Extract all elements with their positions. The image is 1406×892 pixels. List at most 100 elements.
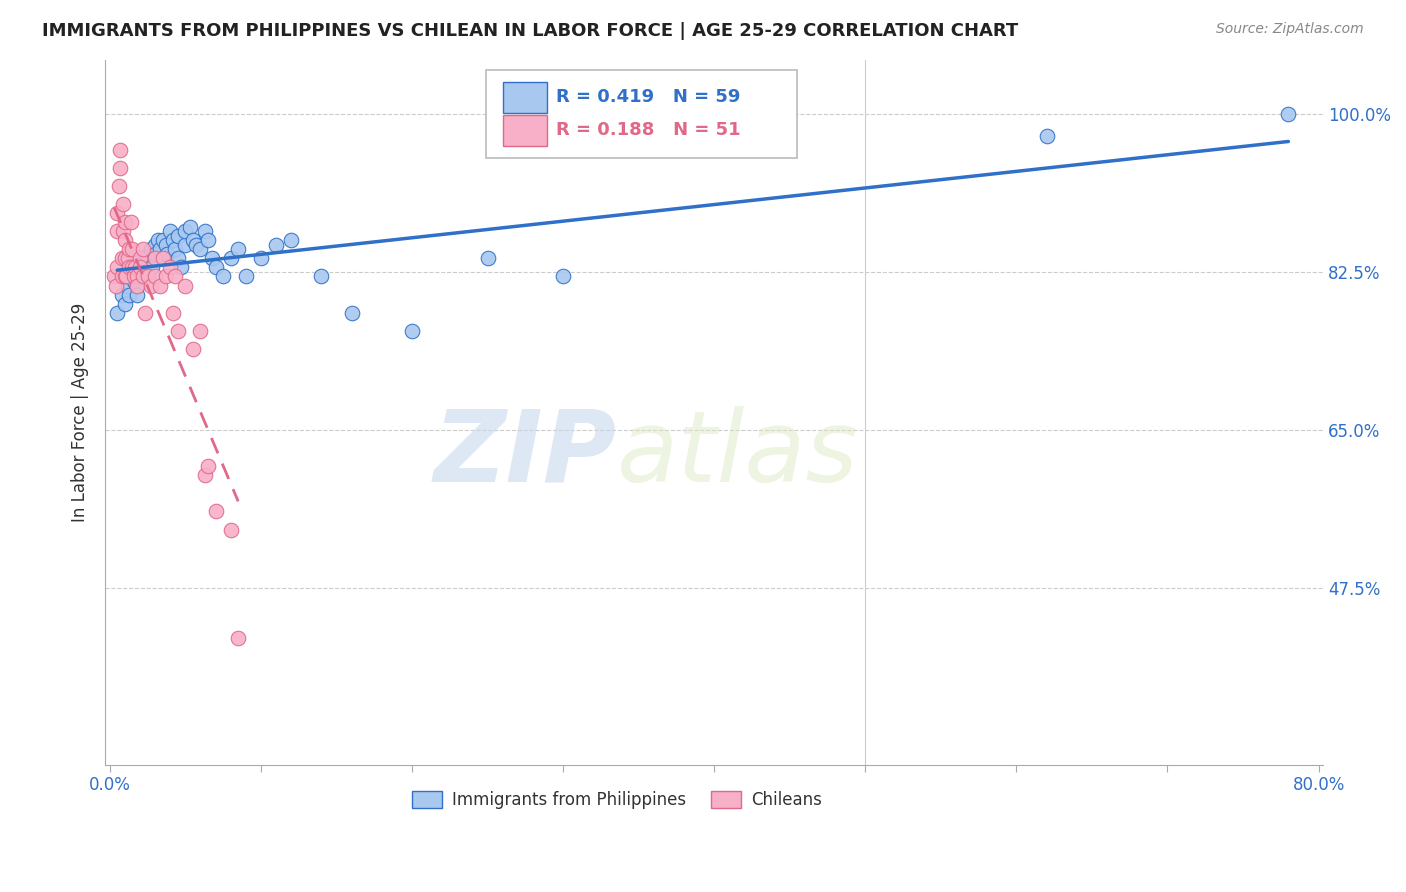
Point bbox=[136, 252, 159, 266]
Point bbox=[163, 243, 186, 257]
Point bbox=[155, 238, 177, 252]
Text: Source: ZipAtlas.com: Source: ZipAtlas.com bbox=[1216, 22, 1364, 37]
Point bbox=[166, 252, 188, 266]
Point bbox=[149, 278, 172, 293]
Point bbox=[136, 247, 159, 261]
Point bbox=[139, 243, 162, 257]
Point bbox=[250, 252, 273, 266]
Point bbox=[132, 256, 155, 270]
Point bbox=[134, 305, 156, 319]
Point bbox=[139, 278, 162, 293]
Point bbox=[174, 238, 197, 252]
Point bbox=[143, 238, 166, 252]
Point bbox=[111, 269, 134, 284]
Point bbox=[121, 243, 143, 257]
Point bbox=[340, 305, 363, 319]
Point bbox=[114, 233, 136, 247]
Point bbox=[108, 179, 131, 194]
Point bbox=[132, 243, 155, 257]
Point bbox=[117, 278, 139, 293]
Text: atlas: atlas bbox=[617, 406, 859, 503]
Point bbox=[136, 269, 159, 284]
Point bbox=[212, 269, 235, 284]
Point bbox=[114, 215, 136, 229]
Point bbox=[129, 252, 152, 266]
Point bbox=[174, 278, 197, 293]
Point bbox=[124, 265, 146, 279]
Point bbox=[110, 143, 132, 157]
Point bbox=[122, 269, 145, 284]
Point bbox=[226, 243, 249, 257]
Point bbox=[114, 269, 136, 284]
Point bbox=[118, 287, 141, 301]
Point bbox=[129, 269, 152, 284]
Point bbox=[125, 278, 148, 293]
Point bbox=[132, 269, 155, 284]
Point bbox=[118, 260, 141, 275]
Point bbox=[280, 233, 302, 247]
FancyBboxPatch shape bbox=[503, 82, 547, 113]
Point bbox=[141, 260, 163, 275]
Point bbox=[110, 161, 132, 175]
Point bbox=[179, 219, 201, 234]
FancyBboxPatch shape bbox=[486, 70, 797, 158]
Point bbox=[197, 233, 219, 247]
Point bbox=[1277, 107, 1299, 121]
Point bbox=[105, 206, 128, 220]
Point bbox=[104, 278, 127, 293]
Point bbox=[118, 243, 141, 257]
Point bbox=[121, 269, 143, 284]
Point bbox=[120, 215, 142, 229]
Text: R = 0.188   N = 51: R = 0.188 N = 51 bbox=[555, 121, 741, 139]
Point bbox=[219, 523, 242, 537]
Point bbox=[152, 252, 174, 266]
Point bbox=[197, 459, 219, 474]
Point bbox=[122, 274, 145, 288]
Point bbox=[311, 269, 333, 284]
Point bbox=[146, 233, 169, 247]
Point bbox=[159, 260, 181, 275]
Point bbox=[134, 265, 156, 279]
Point bbox=[401, 324, 423, 338]
Point bbox=[166, 324, 188, 338]
Point bbox=[551, 269, 574, 284]
Point bbox=[149, 243, 172, 257]
Point bbox=[201, 252, 224, 266]
Point bbox=[204, 260, 226, 275]
Point bbox=[143, 247, 166, 261]
Legend: Immigrants from Philippines, Chileans: Immigrants from Philippines, Chileans bbox=[405, 785, 828, 816]
Point bbox=[235, 269, 257, 284]
Point bbox=[190, 243, 212, 257]
Point bbox=[105, 224, 128, 238]
Point bbox=[166, 228, 188, 243]
Point bbox=[121, 260, 143, 275]
Point bbox=[143, 252, 166, 266]
Point bbox=[112, 224, 135, 238]
Point bbox=[129, 252, 152, 266]
Point bbox=[105, 305, 128, 319]
Point bbox=[111, 252, 134, 266]
Point bbox=[125, 278, 148, 293]
Point bbox=[112, 197, 135, 211]
Point bbox=[159, 224, 181, 238]
Point bbox=[156, 247, 179, 261]
Point bbox=[115, 269, 138, 284]
Point bbox=[125, 269, 148, 284]
Point bbox=[162, 233, 184, 247]
Point bbox=[129, 260, 152, 275]
Text: IMMIGRANTS FROM PHILIPPINES VS CHILEAN IN LABOR FORCE | AGE 25-29 CORRELATION CH: IMMIGRANTS FROM PHILIPPINES VS CHILEAN I… bbox=[42, 22, 1018, 40]
Point bbox=[117, 252, 139, 266]
Point bbox=[477, 252, 499, 266]
Point bbox=[143, 269, 166, 284]
Point bbox=[114, 269, 136, 284]
Point bbox=[114, 296, 136, 310]
Point bbox=[184, 238, 207, 252]
FancyBboxPatch shape bbox=[503, 115, 547, 146]
Point bbox=[174, 224, 197, 238]
Point bbox=[181, 233, 204, 247]
Point bbox=[152, 252, 174, 266]
Point bbox=[121, 260, 143, 275]
Point bbox=[226, 631, 249, 645]
Point bbox=[125, 287, 148, 301]
Point bbox=[103, 269, 125, 284]
